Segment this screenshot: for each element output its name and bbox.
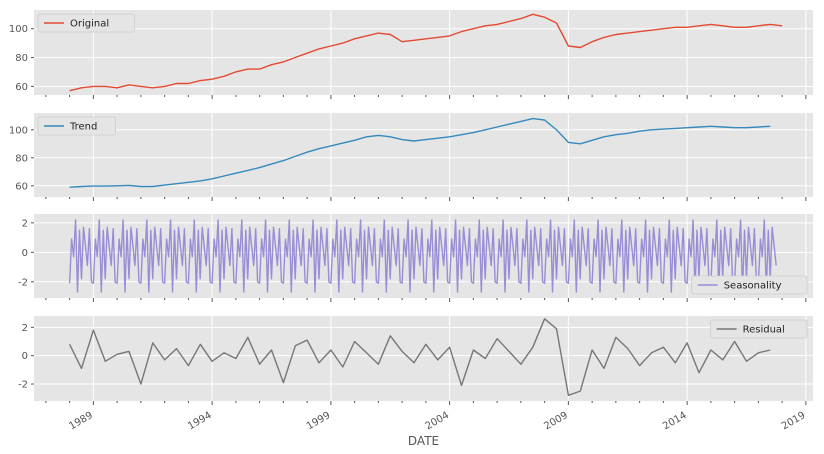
panel-background (34, 316, 813, 401)
x-tick-label: 1999 (305, 410, 333, 432)
y-tick-label: 2 (22, 323, 28, 334)
legend-label: Original (70, 19, 109, 30)
y-tick-label: 60 (15, 181, 28, 192)
x-tick-label: 1994 (186, 410, 214, 432)
legend-label: Seasonality (724, 281, 782, 292)
panel-background (34, 113, 813, 197)
legend-box (37, 116, 116, 136)
x-tick-label: 2014 (661, 410, 689, 432)
series-line-seasonality (68, 219, 777, 293)
x-tick-label: 2009 (542, 410, 570, 432)
legend-box (37, 13, 135, 33)
y-tick-label: 80 (15, 53, 28, 64)
legend-label: Residual (743, 325, 785, 336)
panel-background (34, 10, 813, 95)
x-tick-label: 2019 (780, 410, 808, 432)
y-tick-label: 60 (15, 82, 28, 93)
x-axis-title: DATE (408, 434, 439, 448)
y-tick-label: 0 (22, 351, 28, 362)
y-tick-label: -2 (18, 277, 28, 288)
x-tick-label: 2004 (424, 410, 452, 432)
y-tick-label: 100 (9, 24, 28, 35)
y-tick-label: -2 (18, 380, 28, 391)
y-tick-label: 100 (9, 125, 28, 136)
y-tick-label: 80 (15, 153, 28, 164)
legend-box (710, 319, 808, 339)
series-line-trend (69, 117, 771, 188)
legend-box (691, 275, 808, 295)
y-tick-label: 0 (22, 248, 28, 259)
y-tick-label: 2 (22, 218, 28, 229)
x-tick-label: 1989 (67, 410, 95, 432)
legend-label: Trend (69, 122, 97, 133)
series-line-residual (68, 318, 771, 396)
series-line-original (69, 13, 783, 92)
